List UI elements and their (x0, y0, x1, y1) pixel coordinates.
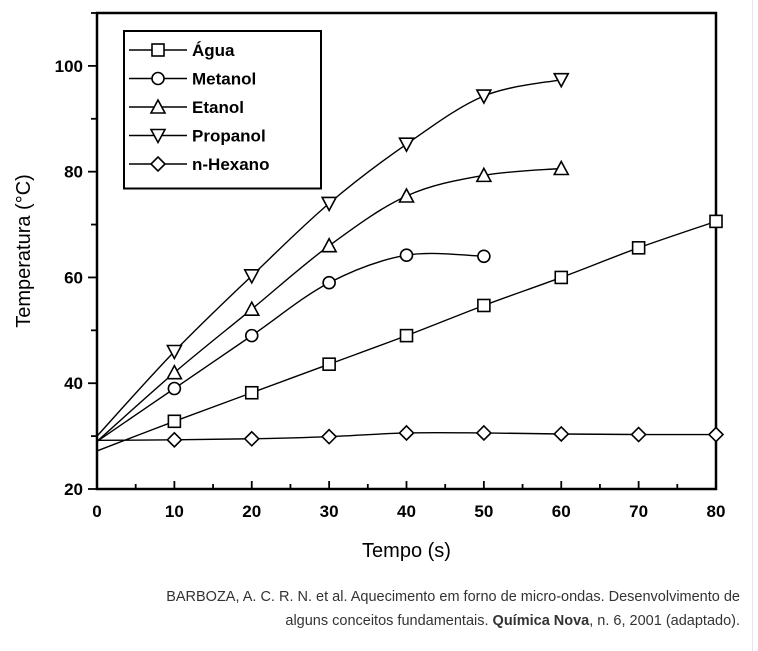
data-point (167, 381, 182, 396)
data-point (475, 424, 493, 442)
data-point (709, 214, 723, 229)
legend-item: n-Hexano (129, 155, 269, 174)
y-tick-label: 80 (64, 163, 83, 182)
caption-line-2: alguns conceitos fundamentais. Química N… (20, 609, 740, 633)
legend-item: Água (129, 41, 235, 60)
data-point (167, 414, 182, 429)
y-axis-title: Temperatura (°C) (13, 174, 35, 328)
y-tick-label: 60 (64, 268, 83, 287)
legend-label: n-Hexano (192, 155, 269, 174)
caption-line-1: BARBOZA, A. C. R. N. et al. Aquecimento … (166, 589, 740, 605)
data-point (243, 300, 261, 316)
x-tick-label: 0 (92, 502, 101, 521)
chart-container: 0 10 20 30 40 50 60 70 80 20 40 60 80 100 Tempo (s) Tem… (13, 11, 726, 562)
line-chart: 0 10 20 30 40 50 60 70 80 20 40 60 80 100 Tempo (s) Tem… (13, 11, 726, 562)
journal-name: Química Nova (492, 613, 590, 629)
data-point (475, 89, 493, 105)
data-point (399, 328, 414, 343)
data-point (243, 430, 260, 447)
caption-line-2-start: alguns conceitos fundamentais. (285, 613, 493, 629)
legend-label: Água (192, 41, 235, 60)
caption-line-2-end: , n. 6, 2001 (adaptado). (589, 613, 740, 629)
x-tick-label: 70 (629, 502, 648, 521)
data-point (166, 431, 183, 448)
legend-item: Metanol (129, 70, 256, 89)
data-point (320, 196, 338, 213)
data-point (552, 159, 570, 176)
legend-marker (149, 155, 167, 173)
series-line (96, 252, 484, 442)
data-point (320, 237, 338, 253)
legend-label: Metanol (192, 70, 256, 89)
data-point (631, 241, 646, 255)
legend-marker (151, 43, 165, 57)
x-tick-label: 60 (552, 502, 571, 521)
data-point (707, 426, 725, 443)
data-point (244, 328, 259, 343)
series-1 (96, 248, 491, 442)
data-point (477, 249, 491, 264)
series-0 (96, 214, 723, 452)
x-tick-label: 80 (707, 502, 726, 521)
legend-label: Propanol (192, 127, 266, 146)
legend-marker (149, 98, 167, 114)
data-point (243, 269, 261, 285)
data-point (552, 72, 570, 89)
x-tick-label: 50 (474, 502, 493, 521)
data-point (398, 424, 415, 442)
legend-marker (151, 71, 165, 86)
legend-label: Etanol (192, 98, 244, 117)
x-tick-label: 20 (242, 502, 261, 521)
x-tick-label: 10 (165, 502, 184, 521)
series-3 (96, 72, 570, 437)
data-point (322, 357, 336, 371)
data-point (166, 363, 183, 380)
legend-marker (149, 128, 167, 145)
data-point (477, 298, 491, 313)
data-point (166, 344, 183, 361)
y-tick-label: 100 (55, 57, 83, 76)
legend: Água Metanol Etanol Propanol n-Hexano (123, 30, 322, 190)
data-point (320, 428, 338, 445)
series-4 (96, 424, 725, 448)
y-tick-label: 20 (64, 480, 83, 499)
y-tick-label: 40 (64, 374, 83, 393)
series-2 (96, 159, 570, 442)
data-point (554, 270, 569, 285)
data-point (398, 137, 415, 153)
data-point (398, 187, 415, 203)
source-caption: BARBOZA, A. C. R. N. et al. Aquecimento … (20, 585, 740, 633)
data-point (399, 248, 414, 263)
data-point (244, 385, 259, 400)
x-tick-label: 40 (397, 502, 416, 521)
x-axis-title: Tempo (s) (362, 540, 451, 562)
x-tick-label: 30 (320, 502, 339, 521)
data-point (475, 166, 493, 183)
legend-item: Propanol (129, 127, 266, 146)
data-point (322, 275, 336, 290)
data-point (553, 425, 570, 443)
page-divider (752, 0, 753, 651)
legend-item: Etanol (129, 98, 244, 117)
data-point (630, 426, 647, 443)
